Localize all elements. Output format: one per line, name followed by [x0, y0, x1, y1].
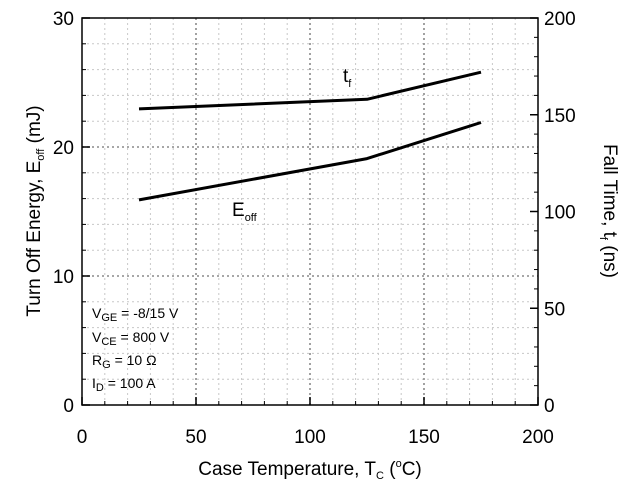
- tick-marks: [81, 17, 539, 406]
- series-label-eoff: Eoff: [232, 200, 258, 224]
- minor-gridlines: [82, 18, 538, 405]
- x-tick-label: 200: [522, 427, 554, 448]
- major-gridlines: [82, 18, 538, 405]
- series-label-eoff-sub: off: [245, 212, 258, 224]
- condition-vce: VCE = 800 V: [92, 329, 170, 348]
- y-right-tick-label: 0: [544, 396, 555, 417]
- condition-id: ID = 100 A: [92, 375, 156, 394]
- y-right-tick-label: 150: [544, 106, 576, 127]
- y-left-tick-label: 10: [53, 267, 74, 288]
- series-label-eoff-main: E: [232, 200, 245, 221]
- x-axis-title: Case Temperature, TC (oC): [198, 458, 422, 479]
- y-axis-title-right: Fall Time, tf (ns): [597, 144, 620, 278]
- series-label-tf-sub: f: [348, 78, 352, 90]
- x-tick-label: 100: [294, 427, 326, 448]
- condition-rg: RG = 10 Ω: [92, 352, 157, 371]
- condition-vge: VGE = -8/15 V: [92, 305, 179, 324]
- x-tick-label: 150: [408, 427, 440, 448]
- series-line-tf: [138, 70, 482, 111]
- x-tick-label: 50: [185, 427, 206, 448]
- y-right-tick-label: 50: [544, 299, 565, 320]
- tick-labels: 0 50 100 150 200 0 10 20 30 0 50 100 150 200: [53, 9, 576, 448]
- series-lines: [138, 70, 482, 202]
- y-left-tick-label: 30: [53, 9, 74, 30]
- series-label-tf: tf: [343, 66, 352, 90]
- test-conditions: VGE = -8/15 V VCE = 800 V RG = 10 Ω ID =…: [92, 305, 179, 394]
- y-right-tick-label: 200: [544, 9, 576, 30]
- series-line-eoff: [138, 121, 482, 202]
- y-left-tick-label: 0: [63, 396, 74, 417]
- y-axis-title-left: Turn Off Energy, Eoff (mJ): [24, 105, 47, 316]
- y-left-tick-label: 20: [53, 138, 74, 159]
- y-right-tick-label: 100: [544, 203, 576, 224]
- x-tick-label: 0: [77, 427, 88, 448]
- series-label-tf-main: t: [343, 66, 349, 87]
